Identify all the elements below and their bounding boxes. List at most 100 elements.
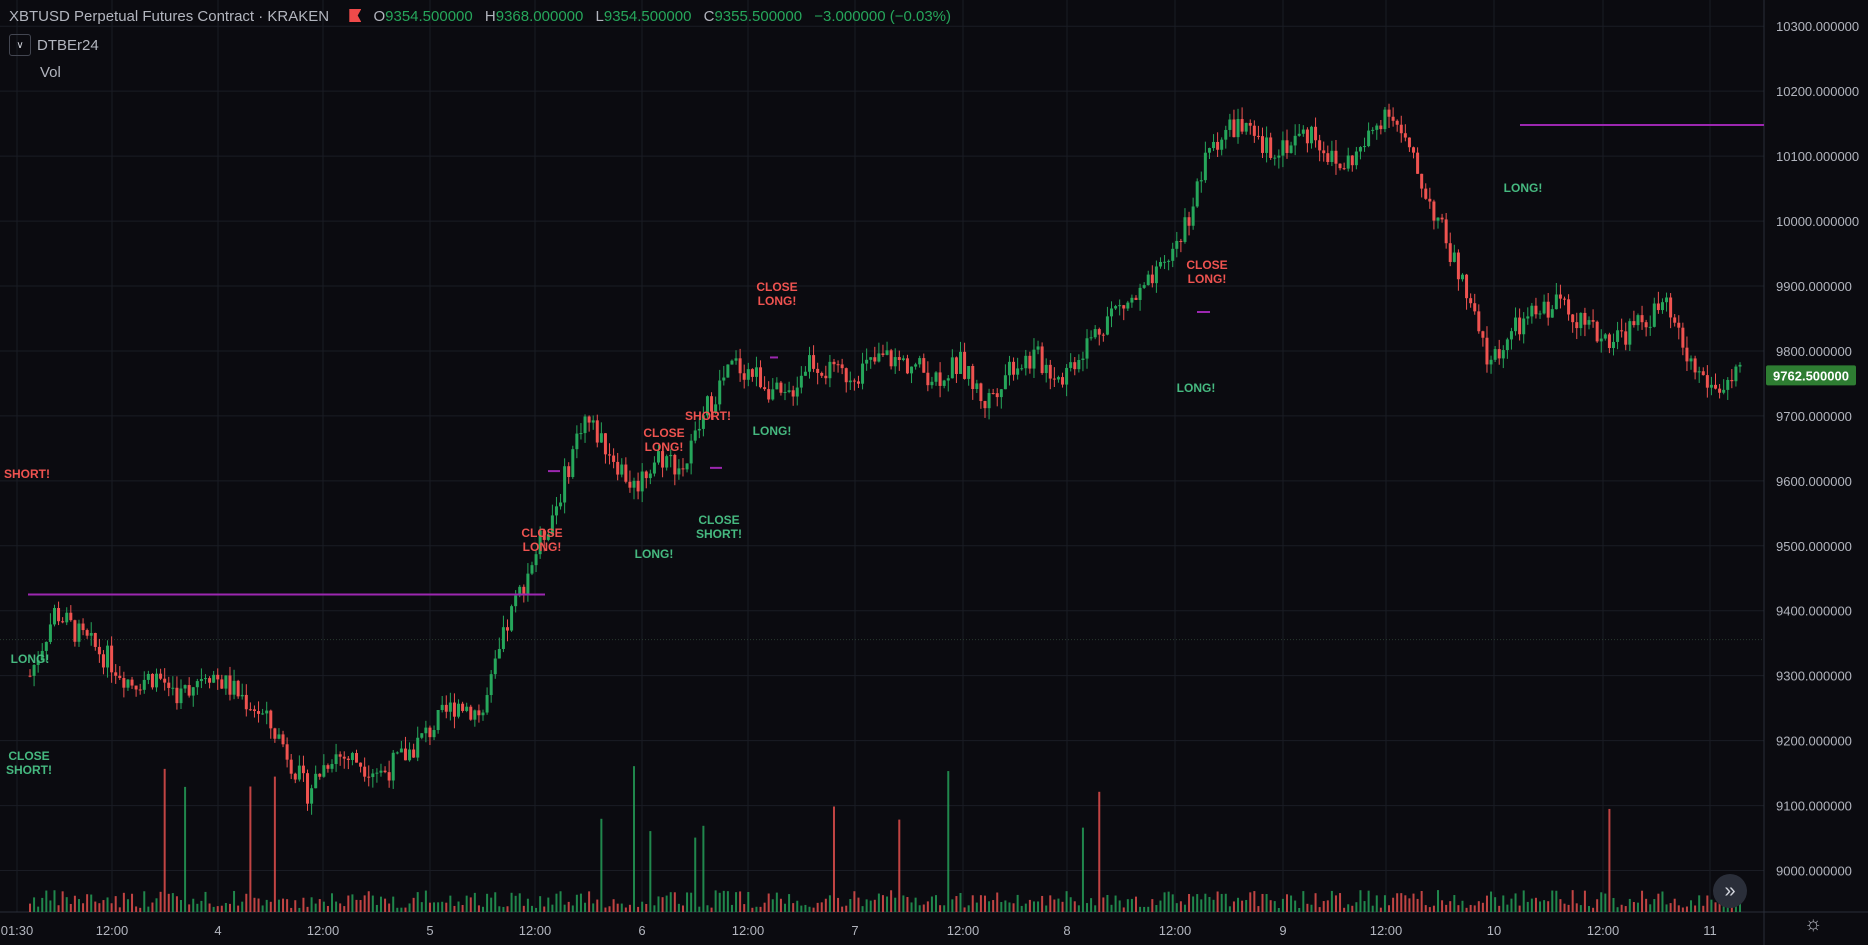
volume-bar xyxy=(918,905,921,912)
candle-body xyxy=(126,679,130,688)
candle-body xyxy=(1367,130,1371,147)
candle-body xyxy=(1293,135,1297,146)
volume-bar xyxy=(1294,900,1297,912)
strategy-marker-label: CLOSE xyxy=(643,426,684,440)
volume-bar xyxy=(1302,891,1305,912)
volume-bar xyxy=(441,901,444,912)
settings-sun-icon[interactable]: ☼ xyxy=(1804,913,1823,935)
volume-bar xyxy=(555,893,558,912)
volume-bar xyxy=(184,786,187,912)
volume-bar xyxy=(1436,890,1439,912)
volume-bar xyxy=(433,902,436,912)
strategy-marker-label: LONG! xyxy=(758,294,797,308)
y-tick-label: 9100.000000 xyxy=(1776,799,1852,814)
volume-bar xyxy=(151,902,154,912)
volume-bar xyxy=(86,894,89,912)
candle-body xyxy=(889,350,893,367)
volume-bar xyxy=(939,905,942,912)
volume-bar xyxy=(902,895,905,912)
scroll-to-realtime-button[interactable]: » xyxy=(1713,874,1747,908)
volume-bar xyxy=(1547,901,1550,912)
candle-body xyxy=(710,396,714,412)
candle-body xyxy=(1738,364,1742,367)
volume-bar xyxy=(1485,895,1488,912)
volume-bar xyxy=(1008,902,1011,912)
candle-body xyxy=(1093,329,1097,338)
volume-bar xyxy=(694,837,697,912)
candle-body xyxy=(763,387,767,390)
volume-bar xyxy=(653,905,656,912)
candle-body xyxy=(505,627,509,631)
candle-body xyxy=(69,612,73,621)
candle-body xyxy=(1101,334,1105,336)
candle-body xyxy=(265,710,269,714)
volume-bar xyxy=(914,897,917,912)
volume-bar xyxy=(1587,906,1590,912)
volume-bar xyxy=(1530,898,1533,912)
volume-bar xyxy=(702,825,705,912)
volume-bar xyxy=(437,902,440,912)
y-tick-label: 10300.000000 xyxy=(1776,19,1859,34)
candle-body xyxy=(1334,150,1338,164)
volume-bar xyxy=(514,895,517,912)
candle-body xyxy=(375,772,379,774)
candle-body xyxy=(334,754,338,765)
volume-bar xyxy=(1106,894,1109,912)
candle-body xyxy=(118,675,122,679)
candle-body xyxy=(489,674,493,696)
candle-body xyxy=(930,381,934,386)
candle-body xyxy=(742,373,746,380)
candle-body xyxy=(1603,334,1607,339)
candle-body xyxy=(1358,147,1362,152)
volume-bar xyxy=(359,900,362,912)
candle-body xyxy=(1195,181,1199,207)
candle-body xyxy=(746,369,750,380)
candle-body xyxy=(391,752,395,781)
chevron-down-icon[interactable]: ∨ xyxy=(9,34,31,56)
candle-body xyxy=(550,515,554,535)
candle-body xyxy=(85,630,89,636)
volume-bar xyxy=(1261,893,1264,912)
volume-bar xyxy=(351,894,354,912)
volume-bar xyxy=(1265,894,1268,912)
volume-bar xyxy=(1237,897,1240,912)
volume-bar xyxy=(910,902,913,912)
candle-body xyxy=(514,595,518,607)
volume-bar xyxy=(804,904,807,912)
volume-bar xyxy=(1196,894,1199,912)
volume-bar xyxy=(890,890,893,912)
candle-body xyxy=(665,456,669,468)
candle-body xyxy=(1387,109,1391,117)
candle-body xyxy=(73,620,77,642)
candle-body xyxy=(314,773,318,789)
flag-icon[interactable] xyxy=(349,9,362,22)
volume-bar xyxy=(894,897,897,912)
symbol-title[interactable]: XBTUSD Perpetual Futures Contract · KRAK… xyxy=(9,8,330,25)
volume-bar xyxy=(832,806,835,912)
volume-bar xyxy=(571,905,574,912)
candle-body xyxy=(1305,129,1309,144)
volume-bar xyxy=(306,906,309,912)
volume-indicator-label[interactable]: Vol xyxy=(40,64,61,81)
volume-bar xyxy=(1469,904,1472,912)
candle-body xyxy=(526,573,530,596)
y-tick-label: 9600.000000 xyxy=(1776,474,1852,489)
volume-bar xyxy=(90,894,93,912)
candle-body xyxy=(963,351,967,379)
strategy-name[interactable]: DTBEr24 xyxy=(37,36,99,54)
candle-body xyxy=(869,357,873,360)
candle-body xyxy=(497,648,501,659)
candle-body xyxy=(1412,147,1416,153)
volume-bar xyxy=(400,907,403,912)
candle-body xyxy=(493,658,497,675)
volume-bar xyxy=(1139,906,1142,912)
candle-body xyxy=(138,689,142,691)
candle-body xyxy=(1726,379,1730,390)
volume-bar xyxy=(951,899,954,912)
candle-body xyxy=(1297,133,1301,136)
change-value: −3.000000 (−0.03%) xyxy=(814,8,952,25)
candle-body xyxy=(938,372,942,386)
volume-bar xyxy=(1641,890,1644,912)
candle-body xyxy=(832,361,836,365)
